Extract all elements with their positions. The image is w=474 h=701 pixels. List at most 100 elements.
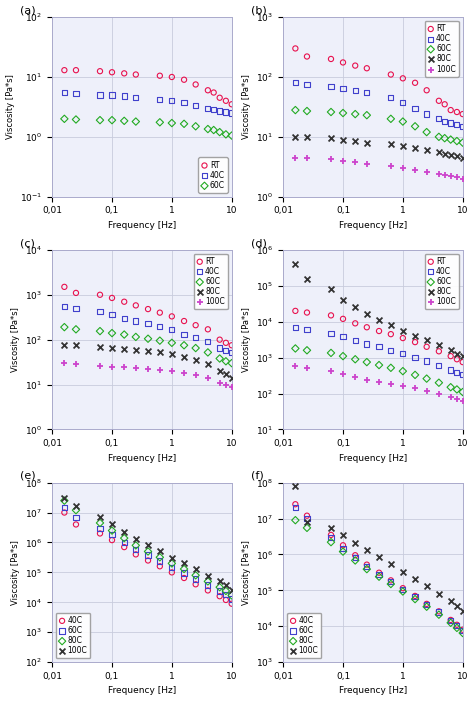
100C [363, 158, 371, 170]
60C [292, 104, 299, 116]
40C [423, 355, 430, 367]
RT [351, 60, 359, 72]
Legend: 40C, 60C, 80C, 100C: 40C, 60C, 80C, 100C [56, 613, 90, 658]
60C [375, 360, 383, 371]
40C [435, 606, 443, 617]
100C [132, 533, 140, 545]
Legend: RT, 40C, 60C, 80C, 100C: RT, 40C, 60C, 80C, 100C [193, 254, 228, 309]
40C [459, 624, 466, 635]
Text: (c): (c) [20, 238, 35, 248]
80C [375, 571, 383, 583]
RT [132, 300, 140, 311]
100C [303, 517, 311, 528]
100C [447, 391, 455, 402]
40C [411, 590, 419, 601]
80C [399, 586, 407, 597]
100C [222, 580, 230, 591]
60C [399, 116, 407, 127]
RT [96, 66, 104, 77]
40C [156, 561, 164, 572]
60C [192, 573, 200, 585]
Legend: RT, 40C, 60C, 80C, 100C: RT, 40C, 60C, 80C, 100C [425, 21, 459, 76]
40C [96, 90, 104, 101]
100C [292, 480, 299, 491]
60C [120, 115, 128, 126]
40C [168, 95, 176, 107]
40C [192, 100, 200, 111]
40C [363, 559, 371, 570]
Y-axis label: Viscosity [Pa*s]: Viscosity [Pa*s] [11, 307, 20, 372]
80C [327, 536, 335, 547]
40C [72, 519, 80, 530]
40C [292, 77, 299, 88]
100C [204, 570, 212, 581]
80C [132, 345, 140, 356]
60C [96, 522, 104, 533]
40C [351, 335, 359, 346]
RT [204, 85, 212, 96]
100C [411, 164, 419, 175]
40C [339, 331, 347, 342]
100C [216, 377, 223, 388]
RT [216, 334, 223, 346]
60C [459, 625, 466, 637]
80C [292, 515, 299, 526]
60C [132, 543, 140, 554]
80C [216, 365, 223, 376]
100C [222, 379, 230, 390]
40C [423, 598, 430, 609]
RT [292, 43, 299, 54]
40C [61, 87, 68, 98]
100C [192, 564, 200, 575]
Y-axis label: Viscosity [Pa*s]: Viscosity [Pa*s] [10, 540, 19, 605]
80C [156, 552, 164, 563]
40C [120, 541, 128, 552]
RT [387, 69, 395, 80]
40C [192, 332, 200, 343]
60C [144, 333, 152, 344]
80C [339, 546, 347, 557]
80C [399, 325, 407, 336]
RT [120, 68, 128, 79]
40C [108, 90, 116, 101]
60C [96, 325, 104, 336]
RT [132, 69, 140, 80]
Text: (e): (e) [20, 471, 36, 481]
RT [120, 296, 128, 307]
RT [156, 70, 164, 81]
40C [292, 322, 299, 333]
100C [156, 365, 164, 376]
100C [411, 573, 419, 585]
40C [303, 510, 311, 522]
60C [351, 353, 359, 365]
60C [228, 358, 236, 369]
100C [351, 372, 359, 383]
60C [399, 583, 407, 594]
40C [61, 301, 68, 312]
RT [228, 340, 236, 351]
80C [222, 369, 230, 380]
100C [453, 172, 461, 183]
RT [351, 318, 359, 329]
60C [192, 343, 200, 354]
80C [423, 335, 430, 346]
80C [72, 505, 80, 516]
100C [423, 385, 430, 396]
60C [72, 512, 80, 523]
40C [216, 591, 223, 602]
RT [387, 329, 395, 340]
100C [108, 519, 116, 530]
60C [292, 502, 299, 513]
40C [222, 345, 230, 356]
Text: (b): (b) [251, 6, 266, 15]
40C [327, 327, 335, 339]
80C [204, 576, 212, 587]
40C [204, 585, 212, 596]
60C [303, 513, 311, 524]
60C [292, 343, 299, 354]
40C [423, 109, 430, 120]
60C [327, 531, 335, 543]
80C [363, 137, 371, 148]
RT [192, 320, 200, 331]
80C [447, 345, 455, 356]
